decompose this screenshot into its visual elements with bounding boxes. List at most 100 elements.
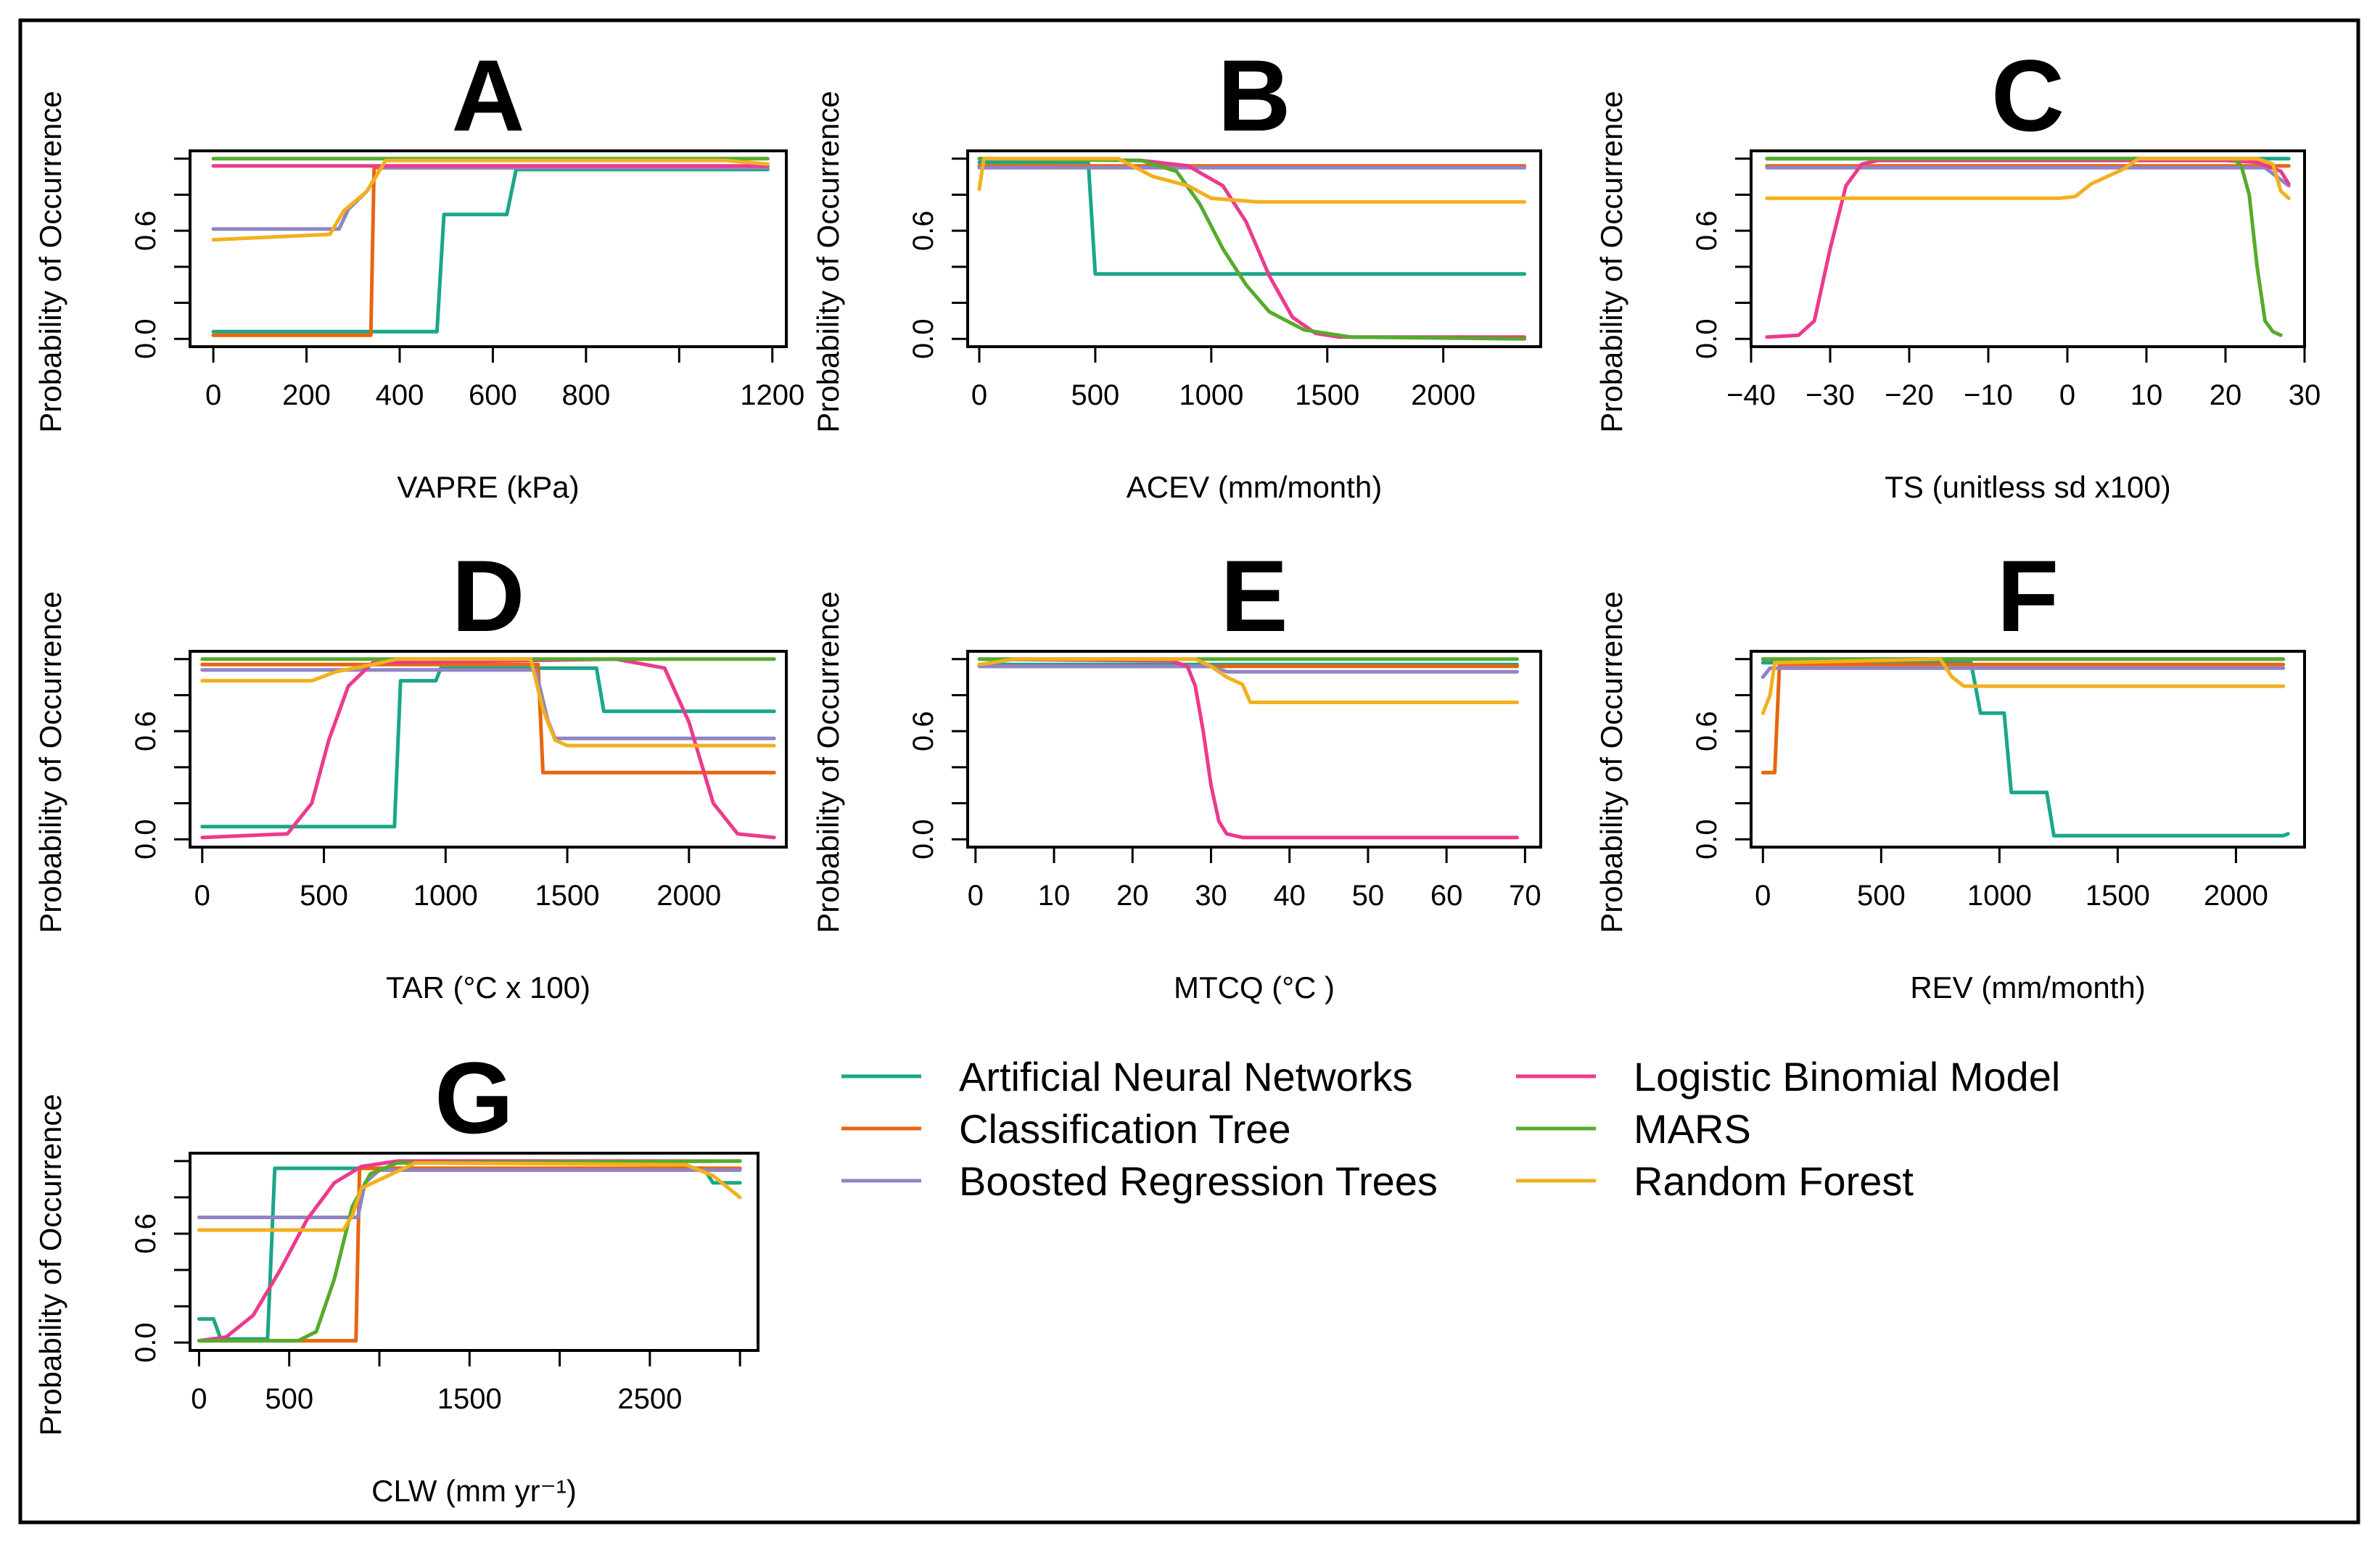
- legend-item-rf: Random Forest: [1516, 1158, 1914, 1204]
- y-tick-label-F: 0.6: [1691, 711, 1723, 751]
- legend-item-ct: Classification Tree: [841, 1106, 1291, 1152]
- y-tick-label-D: 0.6: [130, 711, 162, 751]
- legend-item-ann: Artificial Neural Networks: [841, 1054, 1413, 1100]
- series-line-E-rf: [977, 657, 1519, 704]
- y-tick-label-C: 0.6: [1691, 210, 1723, 251]
- series-line-G-rf: [197, 1160, 742, 1232]
- y-tick-label-G: 0.0: [130, 1322, 162, 1363]
- x-tick-label-D: 500: [300, 880, 348, 912]
- x-tick-label-F: 0: [1755, 880, 1771, 912]
- y-tick-label-E: 0.6: [907, 711, 939, 751]
- plot-area-G: [189, 1152, 759, 1352]
- x-tick-label-C: 20: [2210, 379, 2242, 411]
- series-line-B-rf: [977, 157, 1527, 204]
- y-axis-label-B: Probability of Occurrence: [811, 91, 845, 433]
- y-tick-label-E: 0.0: [907, 819, 939, 859]
- y-axis-label-F: Probability of Occurrence: [1594, 591, 1628, 933]
- y-axis-label-C: Probability of Occurrence: [1594, 91, 1628, 433]
- x-tick-label-C: 10: [2130, 379, 2163, 411]
- panel-B: B 0 500 1000 1500 2000 0.0 0.6 Probability of Oc…: [811, 38, 1542, 504]
- x-tick-label-E: 60: [1430, 880, 1463, 912]
- x-axis-label-C: TS (unitless sd x100): [1885, 470, 2171, 504]
- legend-item-glm: Logistic Binomial Model: [1516, 1054, 2060, 1100]
- panel-title-B: B: [1217, 38, 1290, 152]
- x-tick-label-D: 1000: [413, 880, 478, 912]
- x-tick-label-F: 2000: [2204, 880, 2268, 912]
- series-line-C-rf: [1765, 157, 2291, 200]
- series-line-A-rf: [211, 158, 770, 242]
- plot-area-A: [189, 149, 788, 348]
- plot-area-D: [189, 650, 788, 849]
- x-tick-label-A: 600: [469, 379, 517, 411]
- series-line-C-brt: [1765, 165, 2291, 188]
- x-tick-label-C: −30: [1805, 379, 1855, 411]
- series-line-G-ann: [197, 1166, 742, 1341]
- y-axis-label-E: Probability of Occurrence: [811, 591, 845, 933]
- series-line-G-mars: [197, 1159, 742, 1343]
- y-tick-label-G: 0.6: [130, 1213, 162, 1254]
- panel-D: D 0 500 1000 1500 2000 0.0 0.6 Probability of Oc…: [33, 539, 788, 1004]
- plot-area-B: [966, 149, 1542, 348]
- x-tick-label-C: −10: [1964, 379, 2013, 411]
- x-tick-label-C: −20: [1885, 379, 1934, 411]
- y-tick-label-F: 0.0: [1691, 819, 1723, 859]
- plot-area-E: [966, 650, 1542, 849]
- y-axis-label-D: Probability of Occurrence: [33, 591, 67, 933]
- panel-A: A 0 200 400 600 800 1200 0.0 0.6 Probability of O…: [33, 38, 804, 504]
- y-tick-label-C: 0.0: [1691, 318, 1723, 359]
- series-line-E-brt: [977, 664, 1519, 674]
- panel-title-F: F: [1997, 539, 2059, 653]
- y-tick-label-A: 0.6: [130, 210, 162, 251]
- legend-label-ct: Classification Tree: [959, 1106, 1291, 1152]
- y-axis-label-G: Probability of Occurrence: [33, 1094, 67, 1436]
- panel-E: E 0 10 20 30 40 50 60 70 0.0 0.6 Probability of Occ…: [811, 539, 1542, 1004]
- x-tick-label-E: 40: [1273, 880, 1306, 912]
- panel-title-E: E: [1220, 539, 1288, 653]
- series-line-G-glm: [197, 1159, 742, 1343]
- series-line-F-rf: [1761, 657, 2286, 715]
- x-tick-label-F: 1000: [1967, 880, 2032, 912]
- legend-label-ann: Artificial Neural Networks: [959, 1054, 1413, 1100]
- panel-title-D: D: [451, 539, 524, 653]
- x-tick-label-G: 0: [191, 1383, 207, 1415]
- x-tick-label-D: 0: [194, 880, 210, 912]
- y-axis-label-A: Probability of Occurrence: [33, 91, 67, 433]
- x-tick-label-C: −40: [1726, 379, 1776, 411]
- x-axis-label-G: CLW (mm yr⁻¹): [371, 1474, 577, 1508]
- x-tick-label-C: 0: [2059, 379, 2075, 411]
- y-tick-label-B: 0.6: [907, 210, 939, 251]
- x-tick-label-F: 1500: [2085, 880, 2150, 912]
- x-axis-label-D: TAR (°C x 100): [386, 970, 590, 1004]
- y-tick-label-D: 0.0: [130, 819, 162, 859]
- x-tick-label-B: 1000: [1179, 379, 1243, 411]
- legend-item-mars: MARS: [1516, 1106, 1751, 1152]
- y-tick-label-B: 0.0: [907, 318, 939, 359]
- x-tick-label-D: 1500: [535, 880, 600, 912]
- x-tick-label-A: 400: [376, 379, 424, 411]
- series-line-C-glm: [1765, 158, 2291, 339]
- x-tick-label-E: 0: [968, 880, 984, 912]
- x-tick-label-E: 30: [1195, 880, 1227, 912]
- x-tick-label-B: 0: [971, 379, 987, 411]
- figure-border: [18, 18, 2360, 1525]
- legend-label-mars: MARS: [1634, 1106, 1751, 1152]
- panel-C: C −40 −30 −20 −10 0 10 20 30 0.0 0.6 Probability of…: [1594, 38, 2321, 504]
- x-tick-label-A: 0: [205, 379, 221, 411]
- panel-title-G: G: [435, 1041, 514, 1155]
- x-tick-label-E: 50: [1352, 880, 1385, 912]
- series-line-B-mars: [977, 157, 1527, 341]
- series-line-F-ct: [1761, 662, 2286, 775]
- x-tick-label-B: 500: [1071, 379, 1120, 411]
- x-axis-label-E: MTCQ (°C ): [1174, 970, 1335, 1004]
- x-tick-label-A: 1200: [740, 379, 804, 411]
- x-tick-label-A: 200: [282, 379, 331, 411]
- panel-G: G 0 500 1500 2500 0.0 0.6 Probability of Occurr…: [33, 1041, 759, 1508]
- plot-area-F: [1750, 650, 2306, 849]
- legend-label-brt: Boosted Regression Trees: [959, 1158, 1438, 1204]
- series-line-D-ann: [200, 666, 776, 829]
- x-tick-label-E: 20: [1116, 880, 1149, 912]
- x-axis-label-A: VAPRE (kPa): [397, 470, 579, 504]
- series-line-F-brt: [1761, 666, 2286, 680]
